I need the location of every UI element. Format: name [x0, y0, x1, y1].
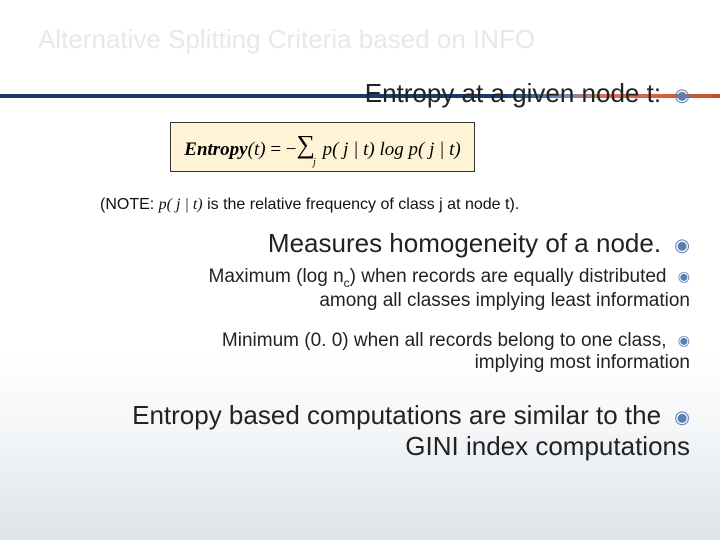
- heading-entropy-text: Entropy at a given node t:: [365, 78, 661, 108]
- slide-title: Alternative Splitting Criteria based on …: [38, 24, 535, 55]
- bullet-icon: ◉: [674, 85, 690, 105]
- bullet-icon: ◉: [674, 407, 690, 427]
- heading-entropy: Entropy at a given node t: ◉: [365, 78, 690, 109]
- bullet-icon: ◉: [674, 235, 690, 255]
- heading-gini: Entropy based computations are similar t…: [132, 400, 690, 462]
- max-lines: Maximum (log nc) when records are equall…: [209, 266, 691, 312]
- entropy-formula: Entropy(t) = −∑j p( j | t) log p( j | t): [170, 122, 475, 172]
- min-lines: Minimum (0. 0) when all records belong t…: [222, 330, 690, 374]
- bullet-icon: ◉: [678, 268, 690, 284]
- bullet-icon: ◉: [678, 332, 690, 348]
- note-text: (NOTE: p( j | t) is the relative frequen…: [100, 196, 519, 214]
- heading-homogeneity: Measures homogeneity of a node. ◉: [268, 228, 690, 259]
- formula-text: Entropy(t) = −∑j p( j | t) log p( j | t): [184, 132, 460, 162]
- heading-homogeneity-text: Measures homogeneity of a node.: [268, 228, 661, 258]
